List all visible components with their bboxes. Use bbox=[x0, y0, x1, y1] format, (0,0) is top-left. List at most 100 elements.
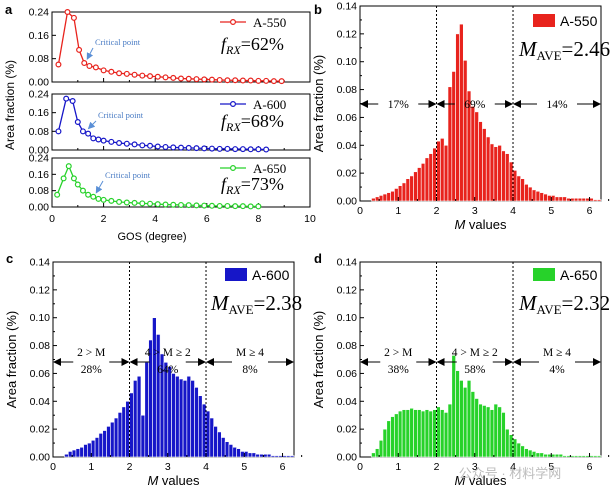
bar bbox=[263, 453, 268, 458]
frx-value: =73% bbox=[241, 174, 284, 194]
bar bbox=[198, 395, 203, 458]
data-point bbox=[54, 191, 61, 198]
bar bbox=[466, 380, 472, 458]
mave-subscript: AVE bbox=[537, 302, 562, 317]
bar bbox=[98, 433, 104, 458]
legend-swatch bbox=[533, 14, 555, 27]
bar bbox=[102, 430, 107, 458]
x-axis-label-m: M bbox=[454, 217, 465, 232]
mave-label: MAVE=2.38 bbox=[210, 291, 302, 317]
data-point bbox=[162, 143, 169, 150]
bar bbox=[371, 452, 376, 458]
bar bbox=[243, 451, 249, 458]
bar bbox=[401, 182, 407, 202]
data-point bbox=[178, 144, 185, 151]
mave-m: M bbox=[518, 291, 538, 315]
data-point bbox=[170, 201, 177, 208]
data-point bbox=[239, 203, 246, 210]
bar bbox=[87, 442, 92, 458]
data-point bbox=[154, 201, 161, 208]
bar bbox=[593, 199, 598, 202]
mave-subscript: AVE bbox=[229, 302, 254, 317]
data-point bbox=[65, 163, 72, 170]
y-tick-label: 0.00 bbox=[29, 202, 50, 214]
bar bbox=[462, 60, 468, 202]
y-tick-label: 0.14 bbox=[337, 257, 358, 269]
bar bbox=[217, 431, 222, 458]
bar bbox=[478, 403, 483, 458]
bar bbox=[585, 197, 590, 202]
data-point bbox=[170, 144, 177, 151]
region-percent-label: 64% bbox=[157, 364, 179, 376]
bar bbox=[401, 409, 407, 458]
data-point bbox=[224, 145, 231, 152]
bar bbox=[79, 446, 84, 458]
region-condition-label: 2 > M bbox=[77, 347, 105, 359]
y-tick-label: 0.02 bbox=[337, 168, 358, 180]
bar bbox=[478, 121, 483, 202]
bar bbox=[531, 189, 537, 202]
data-point bbox=[70, 14, 77, 21]
bar bbox=[520, 178, 525, 202]
frx-subscript: RX bbox=[225, 120, 241, 134]
data-point bbox=[224, 77, 231, 84]
bar bbox=[232, 446, 237, 458]
bar bbox=[497, 144, 502, 202]
data-point bbox=[208, 202, 215, 209]
bar bbox=[113, 417, 119, 458]
bar bbox=[447, 403, 453, 458]
region-condition-label: 2 > M bbox=[384, 347, 412, 359]
x-tick-label: 3 bbox=[472, 205, 478, 217]
bar bbox=[386, 420, 391, 458]
bar bbox=[505, 428, 510, 458]
bar bbox=[251, 452, 257, 458]
bar bbox=[371, 197, 376, 202]
x-tick-label: 5 bbox=[241, 461, 247, 473]
bar bbox=[417, 167, 422, 202]
data-point bbox=[247, 146, 254, 153]
x-tick-label: 0 bbox=[357, 205, 363, 217]
bar bbox=[432, 147, 437, 202]
bar bbox=[409, 407, 414, 458]
bar bbox=[581, 197, 586, 202]
data-point bbox=[131, 199, 138, 206]
bar bbox=[485, 406, 491, 458]
bar bbox=[286, 455, 291, 458]
y-tick-label: 0.04 bbox=[337, 396, 358, 408]
data-point bbox=[95, 195, 102, 202]
legend-label: A-650 bbox=[560, 267, 598, 283]
bar bbox=[508, 434, 514, 458]
data-point bbox=[263, 146, 270, 153]
x-tick-label: 3 bbox=[472, 461, 478, 473]
y-tick-label: 0.16 bbox=[29, 169, 50, 181]
data-point bbox=[100, 196, 107, 203]
x-tick-label: 4 bbox=[203, 461, 209, 473]
bar bbox=[455, 33, 460, 202]
data-point bbox=[216, 76, 223, 83]
data-point bbox=[90, 193, 97, 200]
bar bbox=[83, 444, 88, 458]
x-tick-label: 3 bbox=[165, 461, 171, 473]
bar bbox=[443, 144, 449, 202]
bar bbox=[397, 185, 403, 202]
data-point bbox=[232, 203, 239, 210]
bar bbox=[455, 370, 460, 458]
data-point bbox=[85, 130, 92, 137]
bar bbox=[190, 380, 195, 458]
data-point bbox=[193, 145, 200, 152]
data-point bbox=[147, 73, 154, 80]
bar bbox=[585, 455, 590, 458]
bar bbox=[247, 452, 253, 458]
x-tick-label: 1 bbox=[395, 461, 401, 473]
bar bbox=[106, 426, 111, 458]
data-point bbox=[108, 68, 115, 75]
region-percent-label: 4% bbox=[549, 364, 565, 376]
bar bbox=[71, 449, 77, 458]
panel-a-ylabel: Area fraction (%) bbox=[3, 60, 17, 150]
y-tick-label: 0.08 bbox=[337, 340, 358, 352]
bar bbox=[436, 406, 441, 458]
x-axis-label-rest: values bbox=[465, 217, 507, 232]
data-point bbox=[139, 142, 146, 149]
bar bbox=[535, 190, 541, 202]
critical-point-arrow bbox=[86, 47, 94, 60]
